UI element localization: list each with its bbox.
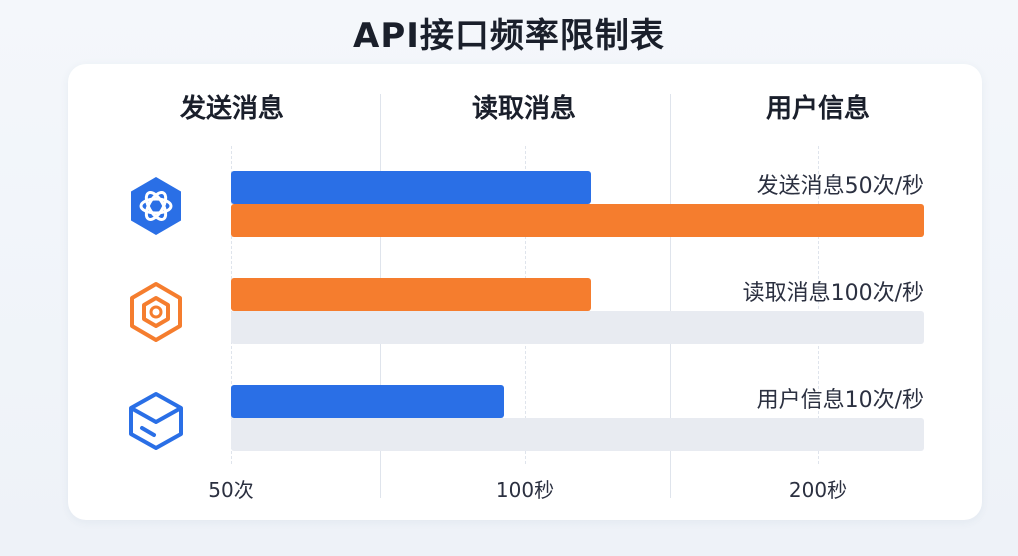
- grid-line: [818, 146, 819, 464]
- cube-box-icon: [124, 388, 188, 456]
- column-header-read: 读取消息: [471, 94, 576, 124]
- column-divider: [670, 94, 671, 498]
- tick-label: 200秒: [788, 478, 848, 502]
- bar-read-secondary: [231, 311, 924, 344]
- tick-label: 100秒: [495, 478, 555, 502]
- bar-user-secondary: [231, 418, 924, 451]
- column-header-user: 用户信息: [765, 94, 870, 124]
- bar-send-secondary: [231, 204, 924, 237]
- chart-title: API接口频率限制表: [353, 16, 665, 56]
- rate-label-send: 发送消息50次/秒: [756, 174, 924, 199]
- rate-label-user: 用户信息10次/秒: [756, 388, 924, 413]
- bar-send-primary: [231, 171, 592, 204]
- rate-label-read: 读取消息100次/秒: [742, 281, 924, 306]
- openai-logo-icon: [124, 174, 188, 242]
- bar-user-primary: [231, 385, 504, 418]
- column-header-send: 发送消息: [179, 94, 284, 124]
- tick-label: 50次: [208, 478, 254, 502]
- hexagon-gear-icon: [124, 280, 188, 348]
- bar-read-primary: [231, 278, 592, 311]
